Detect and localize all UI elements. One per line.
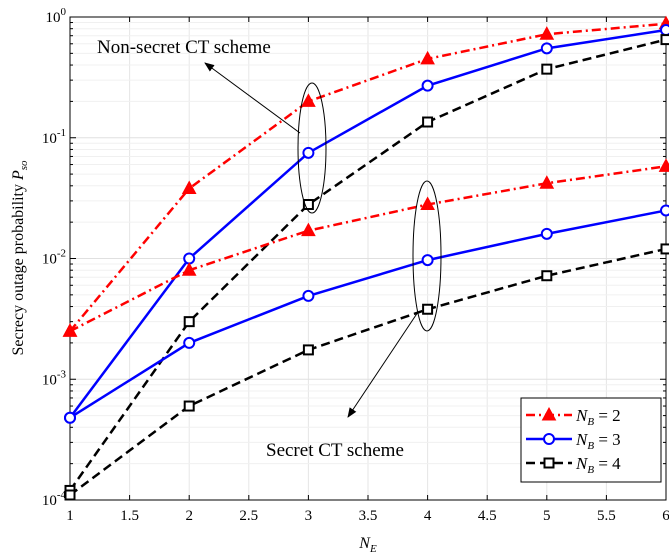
data-point xyxy=(541,63,553,75)
x-tick-label: 4.5 xyxy=(478,508,497,524)
series-1 xyxy=(64,24,669,424)
data-point xyxy=(301,222,316,237)
y-tick-label: 10-4 xyxy=(42,489,67,509)
x-tick-label: 5.5 xyxy=(597,508,616,524)
axis-ticks: 1 1.5 2 2.5 3 3.5 4 4.5 5 5.5 6 10-4 10-3 10-2 10-1 100 xyxy=(42,6,669,524)
series-line xyxy=(69,22,667,333)
data-point xyxy=(660,34,669,46)
legend-marker xyxy=(541,406,557,421)
data-point xyxy=(183,400,195,412)
data-point xyxy=(183,336,196,349)
legend-entry: NB = 3 xyxy=(526,430,621,452)
data-point xyxy=(540,42,553,55)
data-point xyxy=(420,196,435,211)
data-point xyxy=(181,262,197,276)
data-point xyxy=(660,204,669,217)
legend-entry: NB = 4 xyxy=(526,454,621,476)
series-line xyxy=(69,247,667,497)
data-point xyxy=(421,254,434,267)
legend-entry: NB = 2 xyxy=(526,406,621,428)
data-point xyxy=(181,180,197,194)
data-point xyxy=(302,289,315,302)
data-point xyxy=(302,344,314,356)
secret-group-ellipse xyxy=(412,180,442,332)
data-point xyxy=(541,270,553,282)
data-point xyxy=(660,24,669,37)
series-line xyxy=(69,209,667,419)
legend: NB = 2NB = 3NB = 4 xyxy=(520,397,662,483)
series-line xyxy=(68,28,667,419)
data-point xyxy=(658,158,669,172)
data-point xyxy=(183,316,195,328)
data-point xyxy=(301,93,316,107)
data-point xyxy=(539,26,555,40)
x-tick-label: 1 xyxy=(66,508,74,524)
x-tick-label: 6 xyxy=(662,508,669,524)
x-tick-label: 4 xyxy=(424,508,432,524)
data-point xyxy=(660,243,669,255)
x-tick-label: 2 xyxy=(185,508,193,524)
data-point xyxy=(540,227,553,240)
data-point xyxy=(64,411,76,424)
data-point xyxy=(302,199,314,211)
x-tick-label: 5 xyxy=(543,508,551,524)
data-point xyxy=(420,50,435,65)
y-tick-label: 10-2 xyxy=(42,248,66,268)
data-point xyxy=(183,252,196,265)
legend-marker xyxy=(543,457,555,469)
x-tick-label: 2.5 xyxy=(239,508,258,524)
x-axis-label: NE xyxy=(358,535,377,555)
secret-annotation: Secret CT scheme xyxy=(266,440,404,461)
data-point xyxy=(421,79,434,92)
y-tick-label: 10-3 xyxy=(42,368,67,388)
x-tick-label: 3.5 xyxy=(359,508,378,524)
secret-arrow xyxy=(347,311,419,418)
data-point xyxy=(64,489,76,501)
data-point xyxy=(539,175,555,189)
x-tick-label: 3 xyxy=(305,508,313,524)
data-point xyxy=(422,303,434,315)
series-5 xyxy=(64,243,669,501)
series-4 xyxy=(64,204,669,424)
legend-label: NB = 4 xyxy=(575,454,621,476)
non-secret-group-ellipse xyxy=(297,82,327,214)
data-point xyxy=(302,146,315,159)
legend-label: NB = 3 xyxy=(575,430,621,452)
y-axis-label: Secrecy outage probability Pso xyxy=(10,160,30,356)
series-line xyxy=(68,38,667,492)
legend-label: NB = 2 xyxy=(575,406,621,428)
y-tick-label: 10-1 xyxy=(42,127,66,147)
series xyxy=(62,15,669,501)
data-point xyxy=(62,323,78,337)
x-tick-label: 1.5 xyxy=(120,508,139,524)
non-secret-annotation: Non-secret CT scheme xyxy=(97,37,271,58)
legend-marker xyxy=(543,433,555,445)
series-3 xyxy=(62,158,669,337)
data-point xyxy=(422,116,434,128)
non-secret-arrow xyxy=(204,62,301,134)
y-tick-label: 100 xyxy=(46,6,67,26)
